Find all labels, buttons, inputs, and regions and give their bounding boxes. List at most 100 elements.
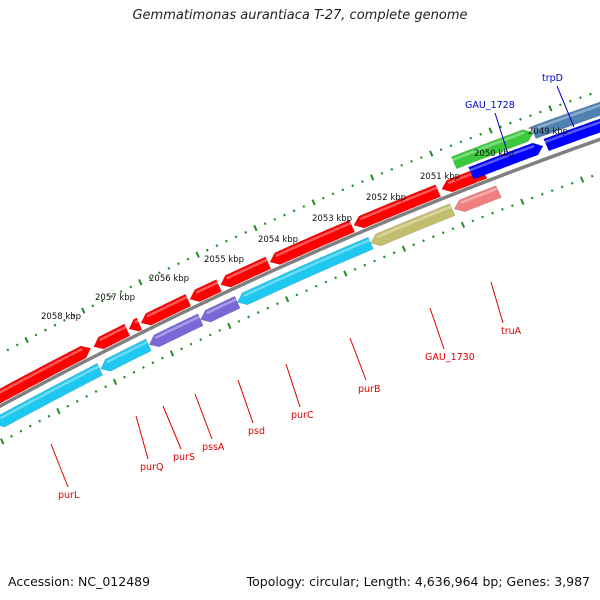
map-title: Gemmatimonas aurantiaca T-27, complete g… <box>132 8 468 23</box>
cds-arrow <box>93 323 131 350</box>
outer-ruler-tick <box>195 251 200 258</box>
inner-ruler-tick <box>47 414 51 418</box>
inner-ruler-tick <box>247 315 250 319</box>
inner-ruler-tick <box>132 370 136 374</box>
cds-arrow <box>0 362 104 428</box>
gene-label-pssA[interactable]: pssA <box>202 442 225 453</box>
outer-ruler-tick <box>225 239 228 243</box>
kbp-label-2058: 2058 kbp <box>41 312 81 322</box>
outer-ruler-tick <box>72 314 76 317</box>
cds-arrow-shine <box>469 144 535 172</box>
gene-label-GAU_1730[interactable]: GAU_1730 <box>425 352 475 363</box>
outer-ruler-tick <box>539 110 542 114</box>
outer-ruler-tick <box>488 127 493 134</box>
outer-ruler-tick <box>6 348 10 352</box>
outer-ruler-tick <box>370 174 375 181</box>
inner-ruler-tick <box>0 438 5 445</box>
inner-ruler-tick <box>550 189 554 193</box>
gene-label-purQ[interactable]: purQ <box>140 462 163 473</box>
inner-ruler-tick <box>28 424 32 428</box>
cds-arrow-shine <box>376 205 452 239</box>
cds-arrow-shine <box>106 340 148 364</box>
gene-labels: trpD GAU_1728 truA GAU_1730 purB purC ps… <box>58 73 563 501</box>
inner-ruler-tick <box>570 181 574 185</box>
inner-ruler-tick <box>104 385 107 389</box>
gene-label-purC[interactable]: purC <box>291 410 314 421</box>
cds-arrow <box>530 101 600 139</box>
cds-arrow <box>269 219 356 265</box>
kbp-labels: 2049 kbp 2050 kbp 2051 kbp 2052 kbp 2053… <box>41 127 568 322</box>
gene-label-purB[interactable]: purB <box>358 384 380 395</box>
kbp-label-2053: 2053 kbp <box>312 214 352 224</box>
cds-arrow-shine <box>146 295 188 318</box>
inner-ruler-tick <box>189 342 193 346</box>
gene-label-GAU_1728[interactable]: GAU_1728 <box>465 100 515 111</box>
kbp-label-2051: 2051 kbp <box>420 172 460 182</box>
inner-ruler-tick <box>510 204 514 208</box>
cds-arrow <box>100 338 152 372</box>
cds-arrow-shine <box>195 281 219 294</box>
inner-ruler-tick <box>208 333 212 337</box>
inner-ruler-tick <box>392 251 396 255</box>
outer-ruler-tick <box>110 294 114 298</box>
inner-ruler-tick <box>199 338 203 342</box>
inner-ruler-tick <box>314 284 318 288</box>
kbp-label-2055: 2055 kbp <box>204 255 244 265</box>
cds-arrow <box>370 203 456 247</box>
label-leader-line <box>162 405 182 450</box>
outer-ruler-tick <box>321 196 325 200</box>
backbone-line <box>0 137 600 409</box>
accession-text: Accession: NC_012489 <box>8 574 151 589</box>
ruler-inner <box>0 174 594 445</box>
outer-ruler-tick <box>479 132 483 136</box>
kbp-label-2050: 2050 kbp <box>474 149 514 159</box>
inner-ruler-tick <box>460 221 466 229</box>
outer-ruler-tick <box>449 144 453 148</box>
outer-ruler-tick <box>559 103 562 107</box>
inner-ruler-tick <box>218 328 222 332</box>
inner-ruler-tick <box>276 302 279 306</box>
outer-ruler-tick <box>509 121 512 125</box>
cds-arrow-shine <box>0 365 100 420</box>
inner-ruler-tick <box>412 243 416 247</box>
label-leader-line <box>237 379 254 424</box>
gene-label-psd[interactable]: psd <box>248 426 265 437</box>
cds-arrow-shine <box>242 238 370 298</box>
outer-ruler-tick <box>429 150 434 157</box>
features <box>0 101 600 428</box>
inner-ruler-tick <box>590 174 594 178</box>
gene-label-trpD[interactable]: trpD <box>542 73 563 84</box>
outer-ruler-tick <box>148 276 152 279</box>
outer-ruler-tick <box>302 205 306 208</box>
outer-ruler-tick <box>410 160 413 163</box>
inner-ruler-tick <box>169 350 175 357</box>
inner-ruler-tick <box>422 239 425 243</box>
label-leader-line <box>556 85 575 128</box>
outer-ruler-tick <box>361 180 364 184</box>
inner-ruler-tick <box>382 255 386 259</box>
outer-ruler-tick <box>390 167 394 171</box>
inner-ruler-tick <box>284 296 290 303</box>
outer-ruler-tick <box>157 271 161 275</box>
gene-label-truA[interactable]: truA <box>501 326 522 337</box>
outer-ruler-tick <box>253 224 258 232</box>
cds-arrow-shine <box>275 221 352 257</box>
outer-ruler-tick <box>459 140 463 144</box>
outer-ruler-tick <box>263 222 267 226</box>
outer-ruler-tick <box>234 235 238 239</box>
outer-ruler-tick <box>15 343 19 347</box>
gene-label-purS[interactable]: purS <box>173 452 195 463</box>
inner-ruler-tick <box>66 404 70 408</box>
cds-arrow-shine <box>226 258 268 280</box>
inner-ruler-tick <box>334 276 338 280</box>
inner-ruler-tick <box>75 399 79 403</box>
inner-ruler-tick <box>38 419 42 423</box>
outer-ruler-tick <box>499 125 502 129</box>
ruler-outer <box>6 92 592 352</box>
outer-ruler-tick <box>215 244 219 248</box>
outer-ruler-tick <box>205 248 209 252</box>
gene-label-purL[interactable]: purL <box>58 490 80 501</box>
inner-ruler-tick <box>481 215 485 219</box>
label-leader-line <box>349 337 367 381</box>
cds-arrow <box>220 256 272 288</box>
